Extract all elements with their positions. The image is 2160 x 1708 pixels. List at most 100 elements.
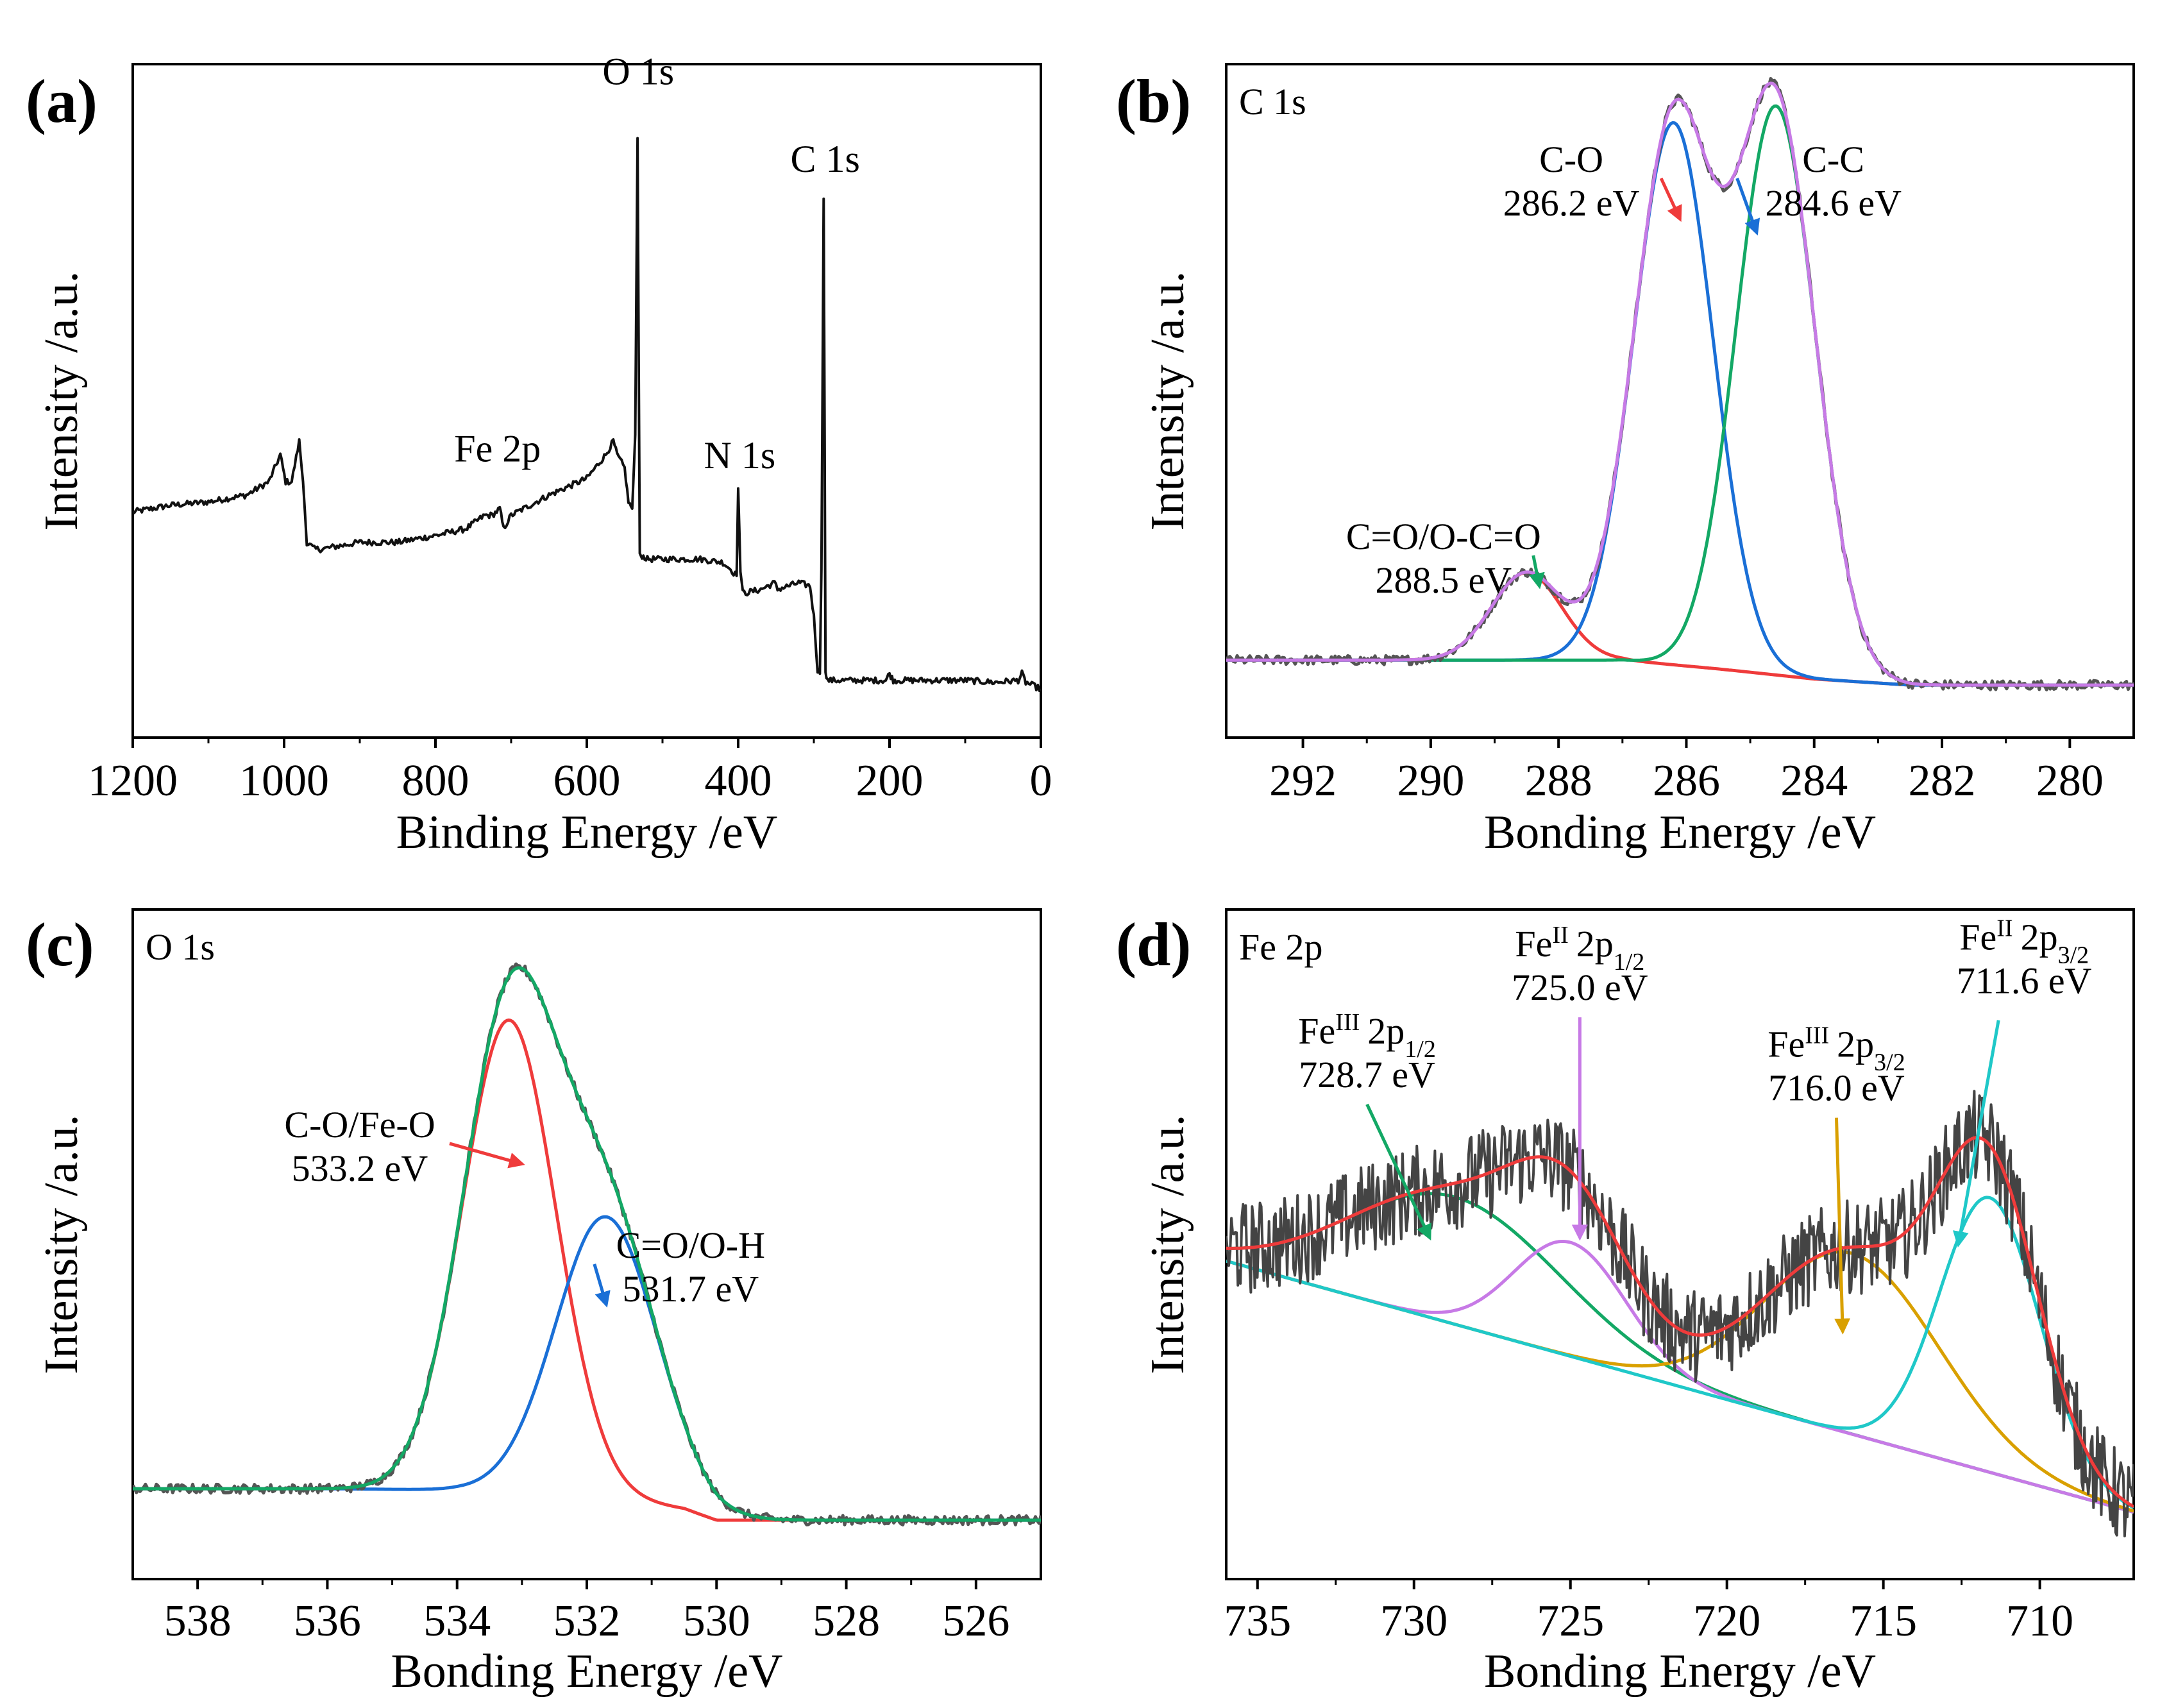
x-tick-label: 292 (1269, 756, 1337, 806)
peak-label: FeII 2p3/2 (1959, 915, 2089, 969)
panel-label: (b) (1116, 67, 1191, 135)
x-tick-label: 730 (1380, 1596, 1447, 1646)
component-peak-3 (1226, 1250, 2134, 1513)
peak-energy-label: 284.6 eV (1765, 182, 1902, 224)
y-axis-label: Intensity /a.u. (1142, 1115, 1194, 1374)
peak-energy-label: 286.2 eV (1503, 182, 1640, 224)
x-tick-label: 1000 (239, 756, 329, 806)
x-tick-label: 530 (683, 1596, 750, 1646)
x-tick-label: 288 (1525, 756, 1592, 806)
x-tick-label: 715 (1850, 1596, 1917, 1646)
panel-label: (d) (1116, 910, 1191, 979)
component-peak-2 (133, 1215, 1041, 1522)
x-tick-label: 710 (2006, 1596, 2073, 1646)
x-tick-label: 290 (1397, 756, 1464, 806)
label-sup: II (1552, 922, 1568, 949)
label-sub: 3/2 (1874, 1049, 1905, 1076)
label-orbital: 2p (2021, 917, 2058, 958)
annotation-arrow (1365, 1103, 1431, 1241)
chart-panel-a: 1200 1000 800 600 400 200 0 Binding Energy /eV I… (26, 51, 1052, 859)
annotation-arrow (1834, 1117, 1851, 1335)
x-axis-label: Bonding Energy /eV (391, 1645, 782, 1698)
panel-title: O 1s (146, 926, 215, 968)
plot-area (133, 137, 1041, 692)
panel-label: (a) (26, 67, 97, 135)
label-sup: III (1335, 1009, 1360, 1036)
x-tick-label: 538 (164, 1596, 232, 1646)
x-axis-label: Bonding Energy /eV (1484, 1645, 1876, 1698)
fit-envelope-line (133, 966, 1041, 1522)
x-tick-label: 286 (1653, 756, 1720, 806)
peak-energy-label: 728.7 eV (1299, 1054, 1435, 1095)
x-tick-label: 200 (856, 756, 924, 806)
peak-label: C-O (1539, 139, 1603, 180)
annotation-arrow (1659, 177, 1682, 223)
peak-energy-label: 711.6 eV (1957, 960, 2092, 1002)
plot-area (133, 962, 1041, 1526)
x-tick-label: 600 (553, 756, 621, 806)
annotation-arrow (1529, 555, 1545, 589)
label-sub: 3/2 (2058, 942, 2089, 969)
component-peak-2 (1226, 121, 2134, 687)
label-base: Fe (1959, 917, 1996, 958)
plot-frame (131, 63, 1042, 739)
component-peak-1 (1226, 571, 2134, 687)
peak-label: FeII 2p1/2 (1515, 922, 1644, 976)
panel-title: C 1s (1239, 81, 1306, 123)
x-tick-label: 282 (1909, 756, 1976, 806)
x-tick-label: 735 (1224, 1596, 1291, 1646)
peak-energy-label: 531.7 eV (623, 1268, 759, 1310)
label-orbital: 2p (1576, 923, 1614, 965)
peak-label: C=O/O-C=O (1346, 516, 1541, 557)
y-axis-label: Intensity /a.u. (1142, 271, 1194, 531)
panel-title: Fe 2p (1239, 926, 1323, 968)
label-base: Fe (1515, 923, 1552, 965)
annotation-arrow (1735, 178, 1760, 236)
peak-energy-label: 725.0 eV (1512, 967, 1648, 1008)
plot-frame (1225, 908, 2135, 1580)
x-tick-label: 400 (705, 756, 772, 806)
x-tick-label: 284 (1780, 756, 1848, 806)
peak-energy-label: 716.0 eV (1768, 1067, 1905, 1109)
series-line-survey (133, 137, 1041, 692)
label-base: Fe (1768, 1024, 1805, 1065)
label-orbital: 2p (1367, 1010, 1405, 1052)
plot-frame (131, 908, 1042, 1580)
x-tick-label: 280 (2036, 756, 2104, 806)
plot-frame (1225, 63, 2135, 739)
label-base: Fe (1298, 1010, 1335, 1052)
x-tick-label: 1200 (88, 756, 178, 806)
peak-label: FeIII 2p1/2 (1298, 1009, 1436, 1063)
component-peak-2 (1226, 1240, 2134, 1514)
x-tick-label: 526 (942, 1596, 1009, 1646)
x-tick-label: 800 (402, 756, 469, 806)
y-axis-label: Intensity /a.u. (35, 1115, 88, 1374)
x-tick-label: 534 (423, 1596, 491, 1646)
x-tick-label: 0 (1030, 756, 1052, 806)
label-sup: II (1996, 915, 2012, 942)
peak-label: N 1s (704, 434, 776, 477)
raw-data-line (133, 962, 1041, 1526)
peak-label: C=O/O-H (616, 1224, 765, 1266)
peak-energy-label: 533.2 eV (292, 1147, 428, 1189)
plot-area (1226, 77, 2134, 691)
fit-envelope-line (1226, 81, 2134, 687)
annotation-arrow (1952, 1020, 2000, 1247)
label-sup: III (1805, 1022, 1829, 1049)
peak-label: C-C (1802, 139, 1864, 180)
label-sub: 1/2 (1405, 1036, 1436, 1063)
peak-label: C 1s (791, 138, 860, 180)
component-peak-4 (1226, 1196, 2134, 1509)
peak-energy-label: 288.5 eV (1375, 559, 1512, 601)
x-tick-label: 528 (813, 1596, 880, 1646)
x-axis-label: Bonding Energy /eV (1484, 806, 1876, 859)
